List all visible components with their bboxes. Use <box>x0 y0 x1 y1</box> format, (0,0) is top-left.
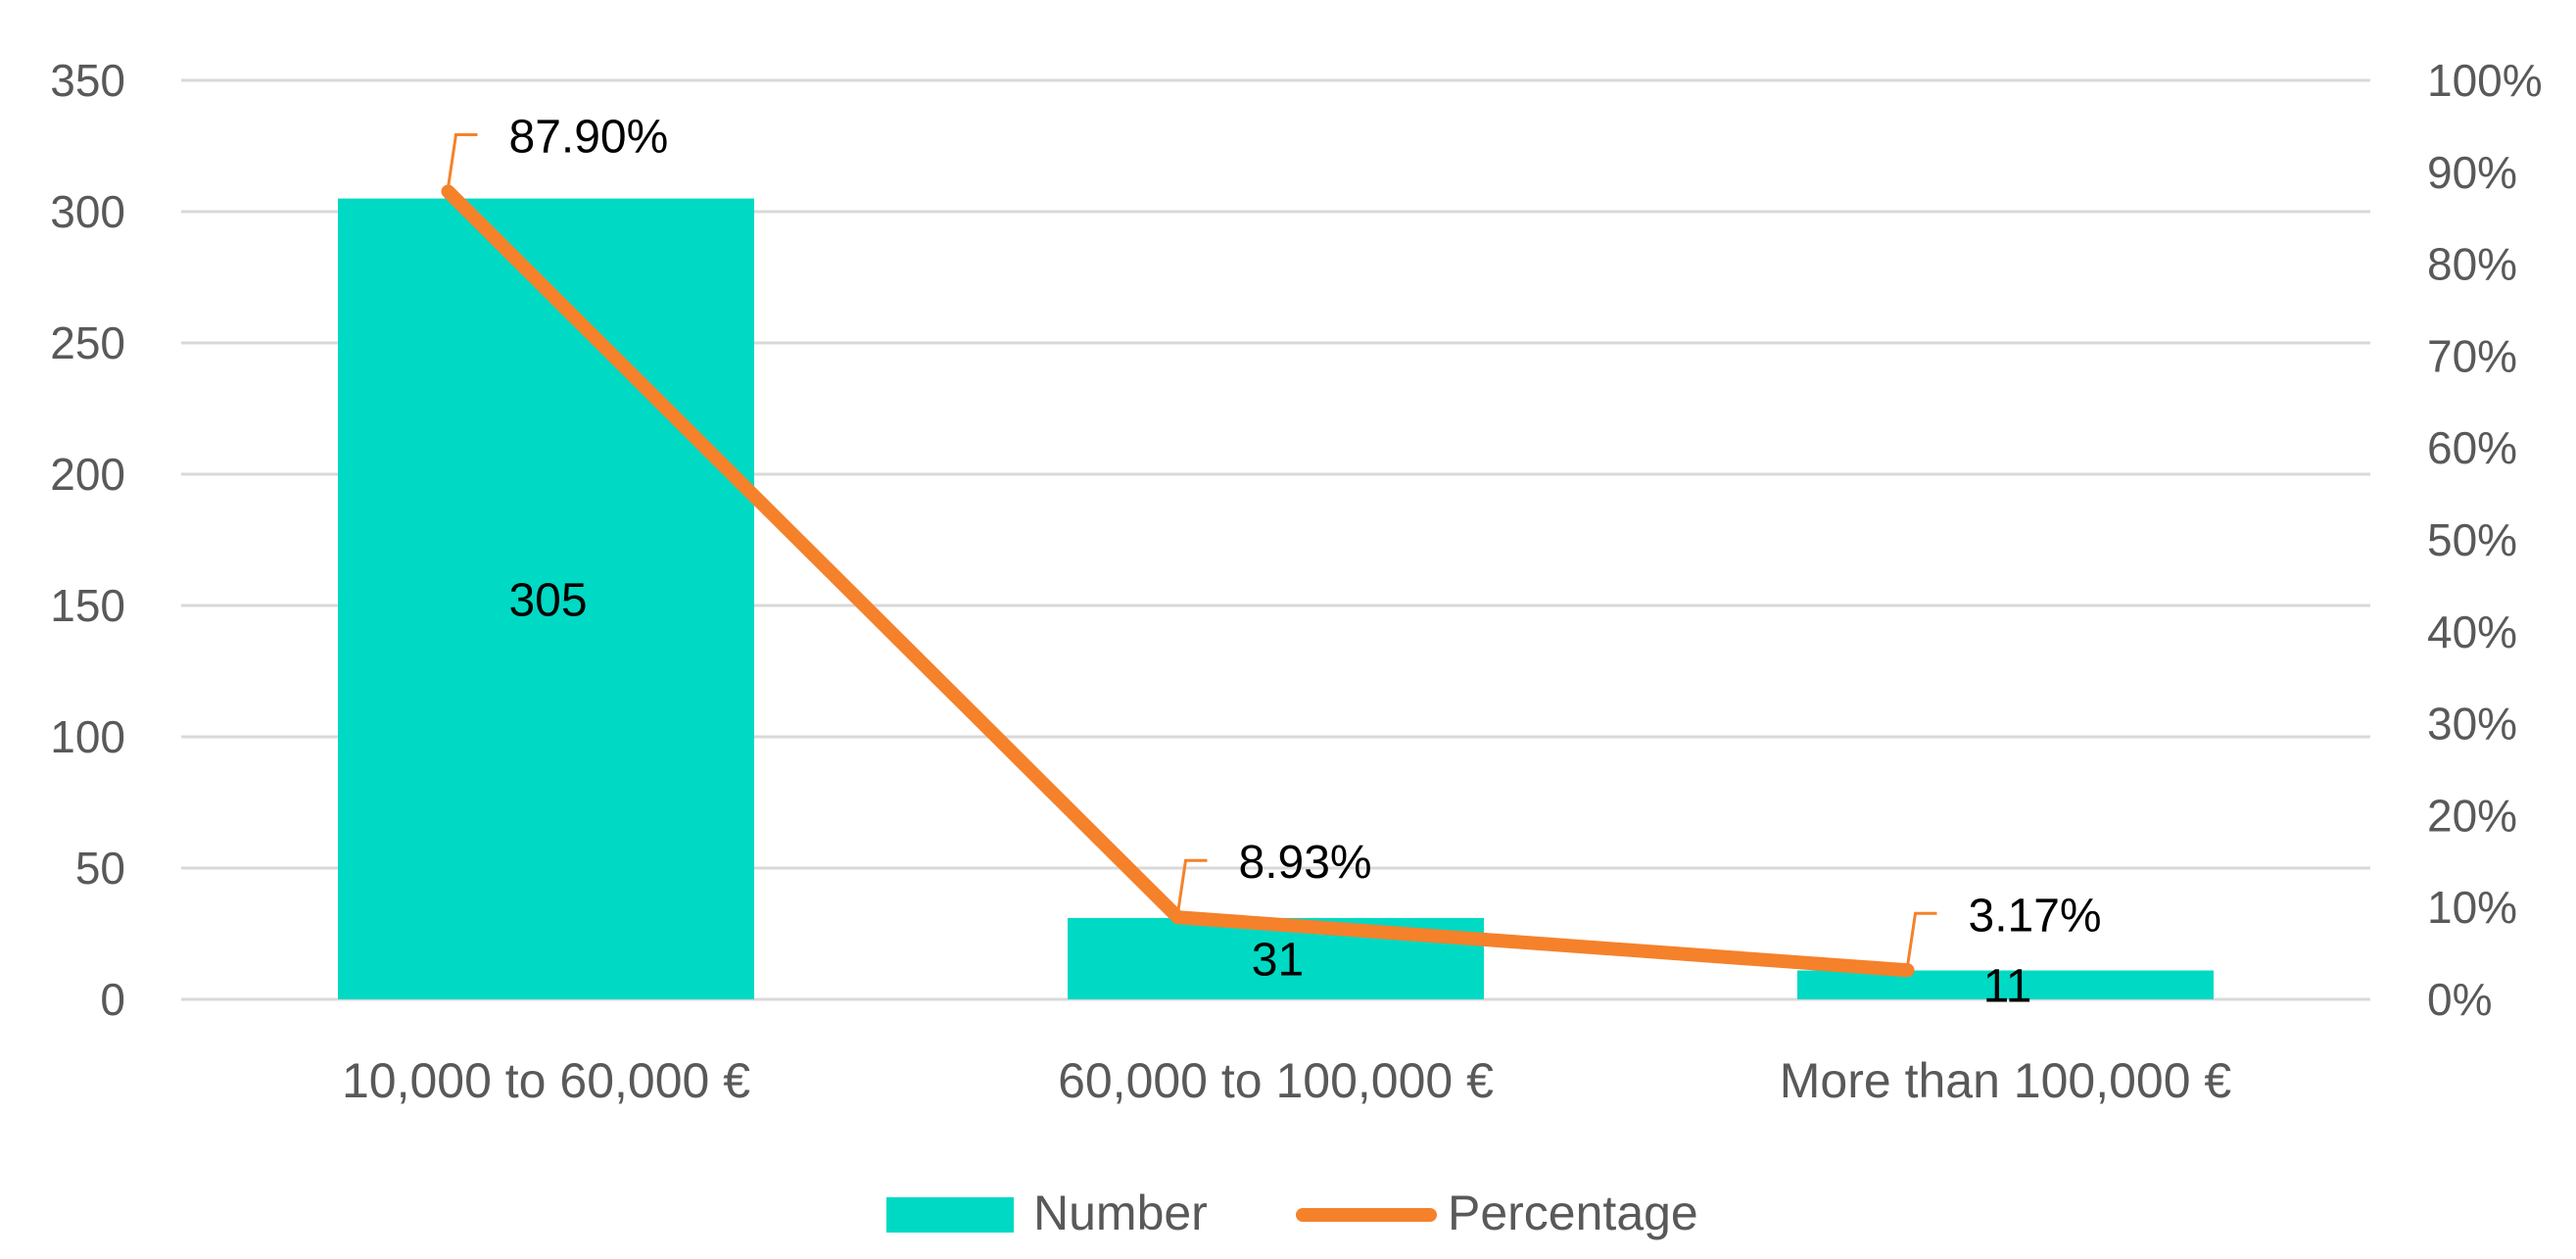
bar-value-label: 31 <box>1252 934 1304 986</box>
left-axis-tick-label: 50 <box>75 843 125 894</box>
left-axis-tick-label: 350 <box>50 55 125 106</box>
callout-leader-line <box>1906 911 1937 967</box>
right-axis-tick-label: 80% <box>2427 239 2517 290</box>
percentage-value-label: 8.93% <box>1239 837 1372 889</box>
right-axis-tick-label: 30% <box>2427 699 2517 750</box>
callout-leader-line <box>447 132 478 188</box>
left-axis-tick-label: 100 <box>50 711 125 762</box>
right-axis-tick-label: 70% <box>2427 330 2517 381</box>
legend-percentage-label: Percentage <box>1448 1186 1698 1240</box>
percentage-line <box>441 184 1915 978</box>
number-data-labels: 305 31 11 <box>508 574 2031 1012</box>
callout-leader-line <box>1176 858 1208 914</box>
bar-3 <box>1797 970 2214 999</box>
category-label: More than 100,000 € <box>1780 1053 2232 1108</box>
right-axis-tick-label: 50% <box>2427 514 2517 565</box>
category-label: 10,000 to 60,000 € <box>342 1053 750 1108</box>
percentage-value-label: 3.17% <box>1969 890 2102 942</box>
left-axis-tick-label: 300 <box>50 186 125 237</box>
right-axis-tick-label: 60% <box>2427 422 2517 473</box>
right-axis-tick-label: 10% <box>2427 882 2517 933</box>
left-axis-tick-label: 0 <box>100 974 125 1025</box>
right-axis-tick-label: 40% <box>2427 606 2517 657</box>
right-y-axis: 0% 10% 20% 30% 40% 50% 60% 70% 80% 90% 100% <box>2427 55 2543 1025</box>
bar-1 <box>338 198 754 1000</box>
left-y-axis: 0 50 100 150 200 250 300 350 <box>50 55 125 1025</box>
right-axis-tick-label: 0% <box>2427 974 2492 1025</box>
left-axis-tick-label: 250 <box>50 317 125 368</box>
bar-value-label: 11 <box>1983 960 2032 1012</box>
right-axis-tick-label: 20% <box>2427 790 2517 841</box>
legend-number-swatch <box>886 1197 1014 1233</box>
percentage-callouts: 87.90% 8.93% 3.17% <box>447 111 2102 967</box>
percentage-series-line <box>441 184 1915 978</box>
number-bars <box>338 198 2214 1000</box>
percentage-value-label: 87.90% <box>509 111 669 163</box>
x-axis-category-labels: 10,000 to 60,000 € 60,000 to 100,000 € Mor… <box>342 1053 2231 1108</box>
bar-value-label: 305 <box>508 574 587 626</box>
right-axis-tick-label: 90% <box>2427 147 2517 198</box>
legend: Number Percentage <box>886 1186 1698 1240</box>
category-label: 60,000 to 100,000 € <box>1058 1053 1494 1108</box>
left-axis-tick-label: 150 <box>50 580 125 631</box>
legend-number-label: Number <box>1033 1186 1208 1240</box>
left-axis-tick-label: 200 <box>50 449 125 500</box>
right-axis-tick-label: 100% <box>2427 55 2543 106</box>
